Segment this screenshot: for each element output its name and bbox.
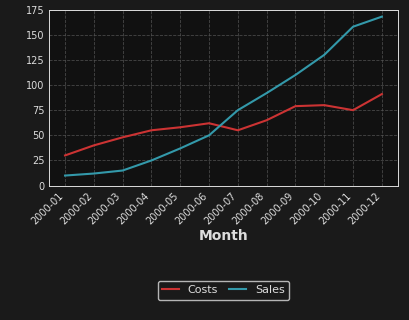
Costs (321, 103, 326, 107)
Sales (148, 158, 153, 162)
Costs (292, 104, 297, 108)
Costs (378, 92, 383, 96)
Sales (263, 91, 268, 95)
Costs (206, 121, 211, 125)
Sales (206, 133, 211, 137)
Costs (263, 118, 268, 122)
Costs (148, 128, 153, 132)
Sales (120, 169, 125, 172)
Sales (350, 25, 355, 28)
Line: Costs: Costs (65, 94, 381, 156)
Costs (235, 128, 240, 132)
X-axis label: Month: Month (198, 229, 248, 243)
Line: Sales: Sales (65, 17, 381, 176)
Sales (63, 174, 67, 178)
Sales (235, 108, 240, 112)
Sales (91, 172, 96, 175)
Sales (178, 147, 182, 150)
Sales (292, 73, 297, 77)
Costs (120, 135, 125, 139)
Costs (350, 108, 355, 112)
Costs (63, 154, 67, 157)
Sales (321, 53, 326, 57)
Costs (91, 143, 96, 147)
Sales (378, 15, 383, 19)
Costs (178, 125, 182, 129)
Legend: Costs, Sales: Costs, Sales (157, 281, 288, 300)
